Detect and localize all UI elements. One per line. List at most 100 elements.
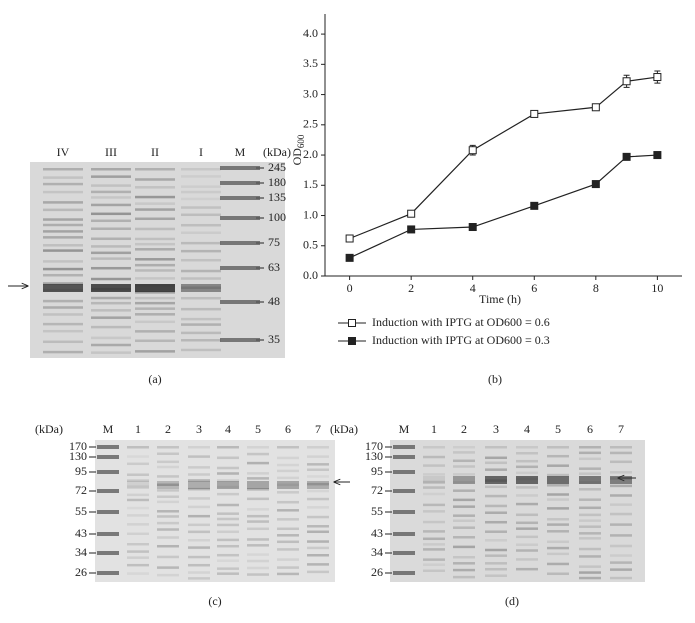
band (91, 190, 131, 194)
x-tick-label: 4 (470, 281, 476, 295)
gel-c (95, 440, 335, 582)
band (516, 558, 538, 561)
band (277, 572, 299, 576)
band (217, 446, 239, 449)
band (423, 548, 445, 551)
band (181, 331, 221, 335)
marker-label: 100 (268, 210, 286, 224)
band (157, 528, 179, 531)
band (485, 574, 507, 577)
band (91, 284, 131, 292)
band (91, 203, 131, 207)
band (247, 559, 269, 563)
marker-label: 75 (268, 235, 280, 249)
marker (407, 209, 416, 218)
band (277, 469, 299, 473)
band (135, 307, 175, 310)
band (547, 552, 569, 556)
band (127, 493, 149, 497)
band (547, 484, 569, 487)
band (610, 484, 632, 488)
band (485, 476, 507, 484)
band (393, 551, 415, 555)
band (97, 489, 119, 493)
band (277, 527, 299, 531)
x-tick-label: 10 (651, 281, 663, 295)
band (307, 463, 329, 466)
band (307, 540, 329, 543)
band (181, 277, 221, 280)
band (516, 486, 538, 489)
band (217, 481, 239, 489)
band (91, 237, 131, 241)
band (547, 498, 569, 501)
legend-label: Induction with IPTG at OD600 = 0.6 (372, 315, 550, 329)
band (91, 336, 131, 340)
band (423, 558, 445, 561)
band (547, 530, 569, 533)
y-tick-label: 4.0 (303, 26, 318, 40)
band (135, 202, 175, 205)
band (181, 206, 221, 209)
lane-label: 3 (196, 422, 202, 436)
band (610, 503, 632, 506)
lane-label: 2 (165, 422, 171, 436)
band (307, 489, 329, 493)
band (453, 481, 475, 484)
band (157, 483, 179, 486)
band (485, 520, 507, 524)
band (181, 284, 221, 292)
band (217, 559, 239, 562)
band (135, 195, 175, 199)
band (516, 543, 538, 547)
band (157, 452, 179, 456)
band (135, 186, 175, 189)
band (579, 476, 601, 484)
band (547, 546, 569, 550)
band (277, 476, 299, 480)
band (247, 514, 269, 518)
band (579, 519, 601, 522)
band (485, 494, 507, 498)
band (610, 471, 632, 474)
band (181, 231, 221, 235)
lane-label: II (151, 145, 159, 159)
band (188, 571, 210, 574)
lane-label: 7 (618, 422, 624, 436)
band (220, 300, 260, 304)
band (135, 263, 175, 267)
band (157, 566, 179, 569)
band (247, 527, 269, 531)
band (97, 455, 119, 459)
marker (591, 103, 600, 112)
band (220, 241, 260, 245)
band (423, 563, 445, 566)
band (547, 540, 569, 544)
band (188, 563, 210, 567)
band (135, 277, 175, 280)
marker (530, 109, 539, 118)
band (135, 350, 175, 353)
marker (468, 146, 477, 155)
band (277, 548, 299, 551)
band (181, 317, 221, 321)
band (453, 536, 475, 539)
y-tick-label: 0.0 (303, 268, 318, 282)
band (307, 515, 329, 519)
band (135, 291, 175, 294)
lane-label: 6 (285, 422, 291, 436)
band (127, 473, 149, 476)
band (217, 485, 239, 489)
band (97, 445, 119, 449)
band (485, 548, 507, 552)
band (217, 512, 239, 515)
band (277, 566, 299, 569)
band (43, 306, 83, 309)
band (188, 455, 210, 458)
band (277, 456, 299, 460)
band (423, 537, 445, 541)
band (220, 181, 260, 185)
band (43, 313, 83, 316)
band (135, 168, 175, 171)
